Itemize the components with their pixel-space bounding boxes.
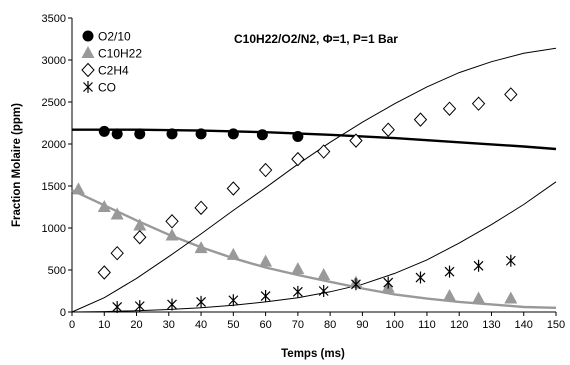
marker-triangle	[81, 46, 95, 58]
marker-triangle	[472, 291, 486, 304]
marker-diamond	[316, 144, 331, 159]
marker-circle	[111, 128, 123, 140]
marker-circle	[82, 30, 94, 42]
marker-asterisk	[196, 295, 206, 308]
marker-diamond	[110, 245, 124, 261]
marker-asterisk	[228, 294, 239, 307]
marker-triangle	[165, 228, 179, 241]
marker-circle	[195, 128, 207, 140]
marker-diamond	[381, 122, 395, 137]
marker-diamond	[291, 151, 305, 167]
marker-diamond	[97, 265, 111, 280]
marker-circle	[256, 129, 268, 141]
x-tick-label: 110	[418, 319, 436, 331]
marker-diamond	[165, 214, 179, 229]
marker-diamond	[133, 230, 147, 245]
marker-asterisk	[383, 276, 394, 289]
marker-diamond	[504, 87, 518, 102]
y-tick-label: 3500	[42, 13, 66, 25]
y-tick-label: 500	[48, 265, 66, 277]
x-tick-label: 90	[356, 319, 368, 331]
marker-circle	[166, 128, 178, 140]
y-tick-label: 0	[60, 307, 66, 319]
marker-diamond	[194, 200, 208, 216]
marker-asterisk	[415, 271, 426, 284]
marker-asterisk	[292, 285, 303, 298]
marker-diamond	[349, 133, 363, 148]
marker-asterisk	[260, 290, 271, 303]
marker-circle	[134, 128, 146, 140]
x-tick-label: 120	[450, 319, 468, 331]
marker-asterisk	[83, 81, 93, 93]
y-axis-title: Fraction Molaire (ppm)	[11, 103, 23, 227]
marker-diamond	[442, 101, 457, 116]
model-curve	[71, 189, 557, 309]
marker-triangle	[317, 268, 331, 281]
x-tick-label: 60	[259, 319, 271, 331]
marker-asterisk	[473, 259, 484, 272]
data-markers	[71, 87, 518, 313]
x-tick-label: 50	[227, 319, 239, 331]
x-tick-label: 10	[98, 319, 110, 331]
marker-asterisk	[351, 278, 361, 291]
legend-label: C2H4	[98, 64, 129, 78]
y-tick-label: 2500	[42, 97, 66, 109]
marker-triangle	[443, 289, 457, 302]
marker-diamond	[226, 181, 241, 196]
x-tick-label: 130	[482, 319, 500, 331]
legend-label: O2/10	[98, 30, 131, 44]
marker-asterisk	[505, 254, 516, 267]
x-tick-label: 30	[163, 319, 175, 331]
legend: O2/10 C10H22 C2H4 CO	[81, 30, 142, 95]
x-tick-label: 40	[195, 319, 207, 331]
marker-triangle	[504, 291, 518, 304]
marker-triangle	[97, 200, 111, 212]
x-tick-label: 80	[324, 319, 336, 331]
marker-diamond	[258, 162, 273, 178]
marker-triangle	[291, 262, 305, 275]
marker-diamond	[413, 112, 428, 127]
marker-triangle	[226, 247, 240, 260]
model-curve	[71, 181, 557, 313]
axes: 0 10 20 30 40 50 60 70 80 90 100 110 120 130 140 150050…	[42, 13, 566, 331]
marker-triangle	[110, 207, 124, 220]
marker-circle	[227, 128, 239, 140]
legend-label: CO	[98, 81, 116, 95]
marker-triangle	[133, 218, 147, 231]
x-tick-label: 20	[130, 319, 142, 331]
model-curves	[71, 47, 557, 313]
marker-diamond	[81, 62, 95, 78]
marker-triangle	[259, 254, 273, 267]
x-tick-label: 140	[515, 319, 533, 331]
x-tick-label: 70	[292, 319, 304, 331]
marker-asterisk	[112, 300, 123, 313]
y-tick-label: 1000	[42, 223, 66, 235]
marker-diamond	[471, 96, 486, 111]
x-tick-label: 100	[385, 319, 403, 331]
marker-asterisk	[444, 265, 455, 278]
chart-title: C10H22/O2/N2, Φ=1, P=1 Bar	[234, 32, 398, 46]
y-tick-label: 3000	[42, 55, 66, 67]
marker-asterisk	[167, 298, 177, 311]
x-axis-title: Temps (ms)	[281, 348, 345, 360]
marker-asterisk	[134, 300, 145, 313]
legend-label: C10H22	[98, 47, 142, 61]
model-curve	[72, 128, 557, 151]
y-tick-label: 1500	[42, 181, 66, 193]
marker-triangle	[71, 182, 85, 195]
marker-circle	[292, 130, 304, 142]
marker-triangle	[194, 241, 208, 254]
x-tick-label: 0	[69, 319, 75, 331]
marker-circle	[98, 125, 110, 137]
marker-asterisk	[318, 285, 329, 297]
model-curve	[71, 47, 557, 313]
y-tick-label: 2000	[42, 139, 66, 151]
x-tick-label: 150	[547, 319, 565, 331]
